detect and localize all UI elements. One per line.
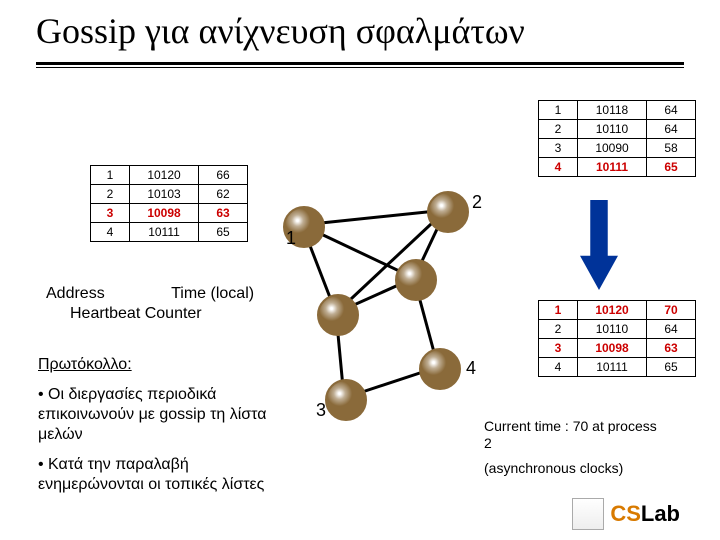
table-cell: 70 bbox=[647, 301, 696, 320]
table-cell: 2 bbox=[539, 320, 578, 339]
logo-lab: Lab bbox=[641, 501, 680, 526]
table-row: 41011165 bbox=[539, 158, 696, 177]
table-cell: 3 bbox=[539, 139, 578, 158]
protocol-box: Πρωτόκολλο: • Οι διεργασίες περιοδικά επ… bbox=[38, 355, 298, 495]
graph-node-label: 4 bbox=[466, 358, 476, 379]
table-row: 31009863 bbox=[91, 204, 248, 223]
table-row: 21011064 bbox=[539, 120, 696, 139]
address-line1: Address Time (local) bbox=[46, 284, 254, 304]
table-cell: 64 bbox=[647, 320, 696, 339]
table-cell: 64 bbox=[647, 120, 696, 139]
time-label: Time (local) bbox=[171, 285, 254, 302]
graph-node bbox=[325, 379, 367, 421]
graph-node-label: 2 bbox=[472, 192, 482, 213]
table-cell: 1 bbox=[539, 301, 578, 320]
table-cell: 2 bbox=[539, 120, 578, 139]
table-cell: 10111 bbox=[578, 158, 647, 177]
table-cell: 64 bbox=[647, 101, 696, 120]
table-row: 31009863 bbox=[539, 339, 696, 358]
curtime-l2: 2 bbox=[484, 435, 492, 451]
table-cell: 10118 bbox=[578, 101, 647, 120]
table-cell: 63 bbox=[199, 204, 248, 223]
table-cell: 63 bbox=[647, 339, 696, 358]
graph-node bbox=[395, 259, 437, 301]
table-cell: 4 bbox=[539, 358, 578, 377]
curtime-l1: Current time : 70 at process bbox=[484, 418, 657, 434]
table-row: 21011064 bbox=[539, 320, 696, 339]
table-cell: 3 bbox=[91, 204, 130, 223]
cslab-logo: CSLab bbox=[572, 498, 680, 530]
table-row: 11012066 bbox=[91, 166, 248, 185]
table-top-right: 11011864210110643100905841011165 bbox=[538, 100, 696, 177]
title-rule-thin bbox=[36, 67, 684, 68]
protocol-head: Πρωτόκολλο: bbox=[38, 355, 298, 375]
table-cell: 10111 bbox=[130, 223, 199, 242]
table-cell: 2 bbox=[91, 185, 130, 204]
table-row: 21010362 bbox=[91, 185, 248, 204]
table-cell: 62 bbox=[199, 185, 248, 204]
table-cell: 65 bbox=[647, 158, 696, 177]
table-cell: 65 bbox=[647, 358, 696, 377]
table-cell: 10120 bbox=[578, 301, 647, 320]
logo-text: CSLab bbox=[610, 501, 680, 527]
title-rule-thick bbox=[36, 62, 684, 65]
graph-node bbox=[317, 294, 359, 336]
seal-icon bbox=[572, 498, 604, 530]
graph-node bbox=[419, 348, 461, 390]
table-row: 11011864 bbox=[539, 101, 696, 120]
table-left: 11012066210103623100986341011165 bbox=[90, 165, 248, 242]
address-label: Address bbox=[46, 285, 105, 302]
heartbeat-label: Heartbeat Counter bbox=[46, 304, 254, 324]
table-cell: 1 bbox=[91, 166, 130, 185]
table-cell: 10110 bbox=[578, 320, 647, 339]
table-cell: 10110 bbox=[578, 120, 647, 139]
table-row: 11012070 bbox=[539, 301, 696, 320]
table-cell: 4 bbox=[539, 158, 578, 177]
logo-cs: CS bbox=[610, 501, 641, 526]
table-cell: 65 bbox=[199, 223, 248, 242]
table-cell: 3 bbox=[539, 339, 578, 358]
async-clocks-text: (asynchronous clocks) bbox=[484, 460, 623, 476]
table-row: 41011165 bbox=[539, 358, 696, 377]
table-cell: 10111 bbox=[578, 358, 647, 377]
address-legend: Address Time (local) Heartbeat Counter bbox=[46, 284, 254, 324]
graph-node-label: 3 bbox=[316, 400, 326, 421]
table-cell: 10098 bbox=[578, 339, 647, 358]
table-bottom-right: 11012070210110643100986341011165 bbox=[538, 300, 696, 377]
table-cell: 10120 bbox=[130, 166, 199, 185]
spacer bbox=[109, 285, 167, 302]
slide: Gossip για ανίχνευση σφαλμάτων 110120662… bbox=[0, 0, 720, 540]
protocol-bullet-1: • Οι διεργασίες περιοδικά επικοινωνούν μ… bbox=[38, 385, 298, 445]
table-cell: 10090 bbox=[578, 139, 647, 158]
table-cell: 66 bbox=[199, 166, 248, 185]
table-row: 41011165 bbox=[91, 223, 248, 242]
table-cell: 10103 bbox=[130, 185, 199, 204]
graph-node bbox=[427, 191, 469, 233]
table-row: 31009058 bbox=[539, 139, 696, 158]
page-title: Gossip για ανίχνευση σφαλμάτων bbox=[36, 10, 525, 52]
graph-node-label: 1 bbox=[286, 228, 296, 249]
protocol-bullet-2: • Κατά την παραλαβή ενημερώνονται οι τοπ… bbox=[38, 455, 298, 495]
table-cell: 4 bbox=[91, 223, 130, 242]
table-cell: 10098 bbox=[130, 204, 199, 223]
current-time-text: Current time : 70 at process 2 bbox=[484, 418, 657, 452]
table-cell: 58 bbox=[647, 139, 696, 158]
table-cell: 1 bbox=[539, 101, 578, 120]
